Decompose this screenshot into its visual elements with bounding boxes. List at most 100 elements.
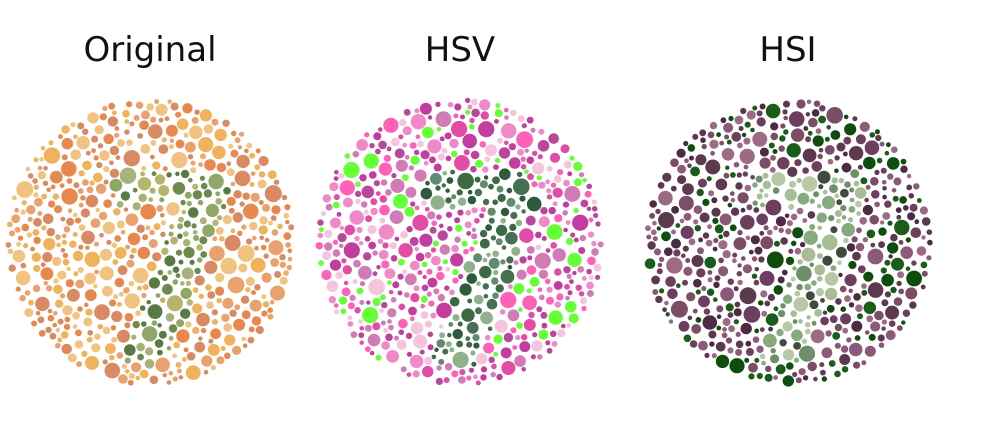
plate-dot — [491, 363, 497, 370]
plate-dot — [806, 99, 812, 105]
plate-dot — [62, 258, 70, 266]
plate-dot — [484, 156, 491, 163]
plate-dot — [840, 345, 849, 353]
plate-dot — [526, 288, 532, 294]
plate-dot — [182, 357, 187, 362]
plate-dot — [790, 128, 805, 142]
plate-dot — [204, 260, 218, 274]
plate-dot — [109, 145, 120, 156]
plate-dot — [738, 126, 744, 131]
plate-dot — [671, 229, 676, 235]
plate-dot — [268, 220, 273, 226]
plate-dot — [185, 141, 196, 153]
plate-dot — [755, 175, 763, 183]
plate-dot — [770, 155, 776, 161]
plate-dot — [841, 162, 852, 173]
plate-dot — [190, 167, 197, 174]
plate-dot — [737, 229, 743, 236]
plate-dot — [882, 212, 891, 220]
plate-dot — [200, 182, 208, 190]
plate-dot — [451, 370, 459, 378]
plate-dot — [352, 150, 360, 158]
plate-dot — [226, 196, 236, 206]
plate-dot — [713, 297, 718, 302]
plate-dot — [471, 207, 478, 214]
plate-dot — [126, 139, 133, 146]
plate-dot — [792, 371, 798, 378]
plate-dot — [129, 254, 135, 259]
plate-dot — [586, 281, 594, 290]
plate-dot — [688, 238, 696, 246]
plate-dot — [70, 149, 81, 161]
plate-dot — [765, 199, 782, 216]
plate-dot — [400, 366, 407, 373]
plate-dot — [505, 231, 518, 245]
plate-dot — [710, 150, 715, 156]
plate-dot — [521, 334, 528, 341]
plate-dot — [888, 254, 893, 259]
plate-dot — [41, 225, 47, 231]
plate-dot — [791, 329, 803, 342]
plate-dot — [364, 346, 371, 352]
plate-dot — [791, 240, 797, 246]
plate-dot — [426, 268, 433, 275]
plate-dot — [834, 155, 840, 161]
plate-dot — [204, 159, 216, 171]
plate-dot — [836, 199, 843, 206]
plate-dot — [445, 155, 452, 162]
plate-dot — [689, 340, 698, 348]
plate-dot — [920, 284, 926, 290]
plate-dot — [869, 132, 876, 138]
plate-dot — [33, 157, 39, 163]
plate-dot — [815, 288, 824, 297]
plate-dot — [532, 150, 538, 156]
plate-dot — [424, 207, 430, 212]
plate-dot — [521, 123, 527, 129]
plate-dot — [811, 320, 817, 326]
plate-dot — [183, 347, 189, 353]
plate-dot — [466, 321, 479, 334]
plate-dot — [567, 171, 573, 177]
plate-dot — [61, 137, 74, 150]
plate-dot — [408, 306, 417, 316]
plate-dot — [864, 197, 869, 203]
plate-dot — [57, 318, 64, 325]
plate-dot — [549, 152, 561, 163]
plate-dot — [199, 217, 207, 225]
plate-dot — [125, 213, 139, 226]
plate-dot — [784, 188, 797, 201]
plate-dot — [707, 224, 712, 230]
plate-dot — [154, 174, 166, 185]
plate-dot — [494, 109, 503, 118]
plate-dot — [344, 224, 356, 236]
plate-dot — [512, 345, 518, 350]
plate-dot — [457, 197, 467, 206]
plate-dot — [582, 177, 587, 183]
plate-dot — [884, 200, 892, 208]
plate-dot — [426, 291, 432, 297]
plate-dot — [796, 99, 806, 109]
plate-dot — [500, 218, 506, 224]
plate-dot — [736, 172, 742, 178]
plate-dot — [664, 247, 673, 256]
plate-dot — [133, 114, 140, 121]
plate-dot — [518, 307, 523, 312]
plate-dot — [379, 308, 384, 313]
plate-dot — [504, 115, 509, 120]
plate-dot — [421, 261, 428, 268]
plate-dot — [52, 256, 62, 266]
plate-dot — [243, 203, 259, 220]
plate-dot — [437, 153, 445, 161]
plate-dot — [378, 224, 395, 240]
plate-dot — [737, 263, 742, 268]
plate-dot — [702, 232, 710, 239]
plate-dot — [128, 280, 135, 287]
plate-dot — [380, 179, 388, 186]
plate-dot — [822, 310, 828, 315]
plate-dot — [61, 154, 68, 161]
plate-dot — [441, 148, 448, 154]
plate-dot — [404, 273, 417, 286]
plate-dot — [97, 323, 104, 330]
plate-dot — [25, 166, 31, 172]
plate-dot — [563, 266, 571, 274]
